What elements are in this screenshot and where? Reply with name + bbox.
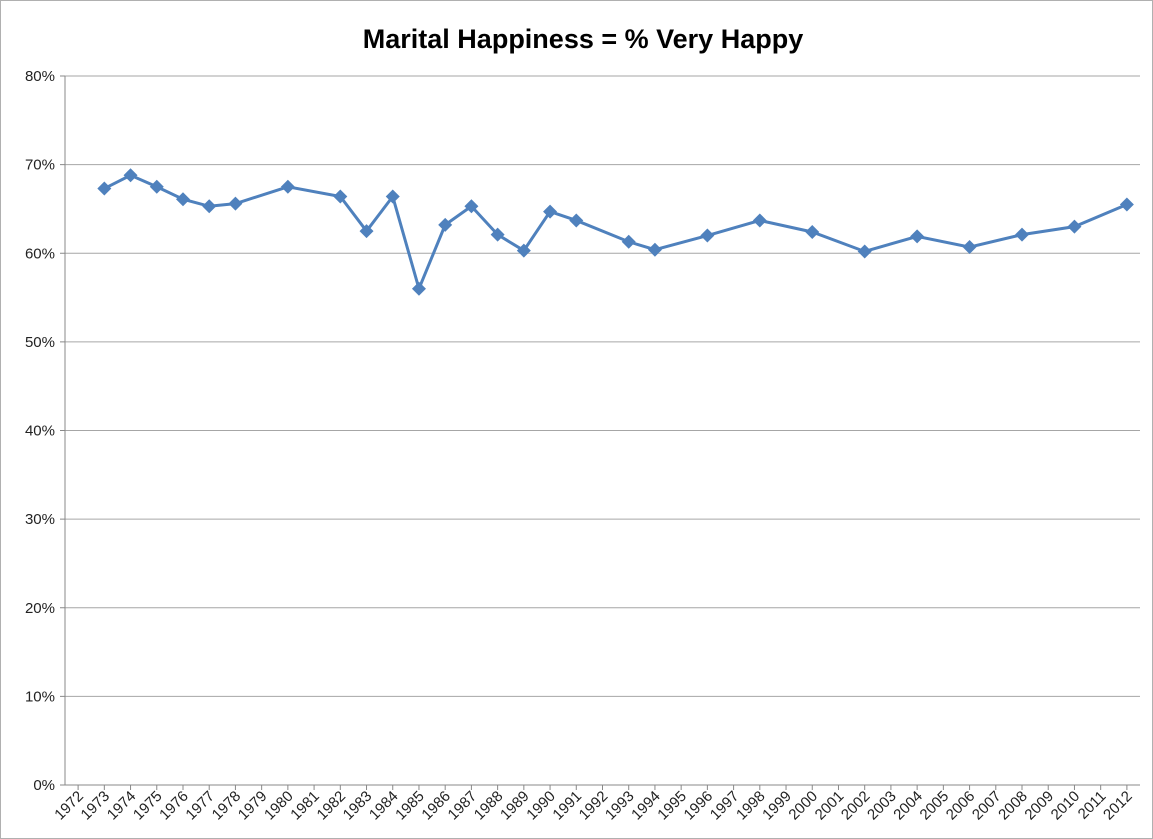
- marker: [1015, 227, 1030, 242]
- y-tick-label: 20%: [25, 600, 55, 617]
- marker: [1119, 197, 1134, 212]
- marker: [805, 224, 820, 239]
- marker: [962, 240, 977, 255]
- marker: [1067, 219, 1082, 234]
- marker: [123, 168, 138, 183]
- marker: [359, 224, 374, 239]
- y-tick-label: 70%: [25, 157, 55, 174]
- marker: [97, 181, 112, 196]
- y-tick-label: 80%: [25, 68, 55, 85]
- marker: [228, 196, 243, 211]
- marker: [910, 229, 925, 244]
- marker: [149, 179, 164, 194]
- y-tick-label: 0%: [33, 777, 55, 794]
- marker: [438, 217, 453, 232]
- marker: [175, 192, 190, 207]
- y-tick-label: 30%: [25, 511, 55, 528]
- line: [103, 173, 1128, 294]
- marker: [202, 199, 217, 214]
- marker: [464, 199, 479, 214]
- marker: [333, 189, 348, 204]
- marker: [700, 228, 715, 243]
- chart-title: Marital Happiness = % Very Happy: [363, 24, 803, 54]
- marker: [647, 242, 662, 257]
- y-tick-label: 50%: [25, 334, 55, 351]
- marker: [569, 213, 584, 228]
- marker: [752, 213, 767, 228]
- marker: [516, 243, 531, 258]
- y-tick-label: 10%: [25, 688, 55, 705]
- marker: [621, 234, 636, 249]
- marker: [490, 227, 505, 242]
- marker: [543, 204, 558, 219]
- marker: [385, 189, 400, 204]
- marker: [857, 244, 872, 259]
- y-tick-label: 60%: [25, 245, 55, 262]
- y-tick-label: 40%: [25, 423, 55, 440]
- marker: [280, 179, 295, 194]
- marker: [411, 281, 426, 296]
